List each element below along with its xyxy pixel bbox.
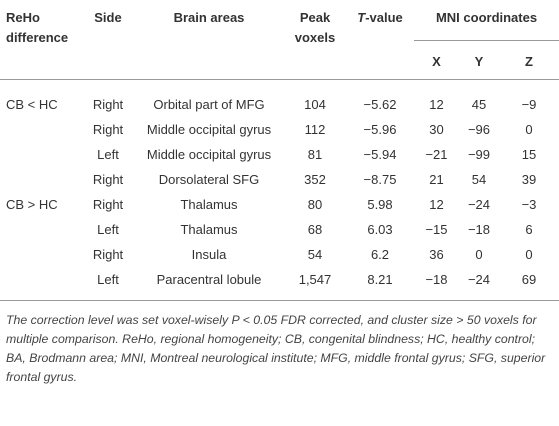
table-row: CB < HC Right Orbital part of MFG 104 −5.62 1…	[0, 80, 559, 118]
table-cell: 54	[307, 247, 323, 262]
header-cell: MNI coordinates	[414, 0, 559, 41]
table-cell: −18	[425, 272, 448, 287]
table-cell: 5.98	[367, 197, 393, 212]
table-cell: Thalamus	[180, 222, 238, 237]
table-cell: −9	[521, 97, 537, 112]
header-cell: Z	[525, 54, 533, 69]
table-cell: 6.2	[370, 247, 390, 262]
t-symbol: T	[357, 10, 366, 25]
table-body: CB < HC Right Orbital part of MFG 104 −5.62 1…	[0, 80, 559, 301]
table-cell: 0	[525, 247, 533, 262]
group-cell: CB < HC	[6, 97, 58, 112]
group-cell	[0, 267, 82, 301]
table-cell: 36	[429, 247, 444, 262]
table-cell: Insula	[191, 247, 227, 262]
table-cell: Middle occipital gyrus	[146, 147, 272, 162]
table-cell: −8.75	[363, 172, 397, 187]
table-row: Right Insula 54 6.2 36 0 0	[0, 242, 559, 267]
table-cell: 69	[521, 272, 537, 287]
table-cell: Left	[97, 222, 119, 237]
header-cell: ReHo difference	[6, 10, 69, 45]
table-cell: 104	[304, 97, 326, 112]
table-row: Left Thalamus 68 6.03 −15 −18 6	[0, 217, 559, 242]
results-table: ReHo difference Side Brain areas Peak vo…	[0, 0, 559, 301]
table-cell: −15	[425, 222, 448, 237]
table-cell: Left	[97, 147, 119, 162]
header-cell: Y	[474, 54, 484, 69]
table-row: Left Paracentral lobule 1,547 8.21 −18 −24 69	[0, 267, 559, 301]
table-cell: Right	[92, 97, 124, 112]
table-cell: −21	[425, 147, 448, 162]
group-cell	[0, 117, 82, 142]
table-cell: −24	[467, 272, 491, 287]
table-cell: 352	[304, 172, 326, 187]
group-cell: CB > HC	[6, 197, 58, 212]
header-cell: Peak voxels	[294, 10, 336, 45]
group-cell	[0, 142, 82, 167]
table-cell: −5.62	[363, 97, 397, 112]
table-cell: 54	[471, 172, 487, 187]
table-row: Right Dorsolateral SFG 352 −8.75 21 54 39	[0, 167, 559, 192]
footnote: The correction level was set voxel-wisel…	[6, 313, 546, 384]
header-cell: Brain areas	[173, 10, 245, 25]
table-cell: 12	[429, 197, 444, 212]
table-cell: −24	[467, 197, 491, 212]
table-cell: Right	[92, 247, 124, 262]
table-cell: Orbital part of MFG	[153, 97, 265, 112]
table-row: Left Middle occipital gyrus 81 −5.94 −21 −99 1…	[0, 142, 559, 167]
table-cell: 6.03	[367, 222, 393, 237]
table-cell: −99	[467, 147, 491, 162]
header-cell: X	[432, 54, 441, 69]
header-cell: Side	[94, 10, 122, 25]
table-cell: 12	[429, 97, 444, 112]
table-cell: Left	[97, 272, 119, 287]
table-cell: Middle occipital gyrus	[146, 122, 272, 137]
table-cell: Right	[92, 172, 124, 187]
table-cell: Paracentral lobule	[156, 272, 262, 287]
table-cell: 39	[521, 172, 537, 187]
table-cell: 6	[525, 222, 533, 237]
table-cell: 0	[525, 122, 533, 137]
table-cell: 45	[471, 97, 487, 112]
table-cell: 81	[307, 147, 323, 162]
table-cell: Right	[92, 197, 124, 212]
table-cell: −5.96	[363, 122, 397, 137]
table-cell: 8.21	[367, 272, 393, 287]
table-cell: 80	[307, 197, 323, 212]
t-suffix: -value	[365, 10, 403, 25]
table-row: CB > HC Right Thalamus 80 5.98 12 −24 −3	[0, 192, 559, 217]
table-cell: Dorsolateral SFG	[158, 172, 260, 187]
table-row: Right Middle occipital gyrus 112 −5.96 30 −96…	[0, 117, 559, 142]
table-cell: 112	[304, 122, 326, 137]
group-cell	[0, 242, 82, 267]
table-cell: 21	[429, 172, 444, 187]
table-cell: 30	[429, 122, 444, 137]
table-cell: Thalamus	[180, 197, 238, 212]
table-cell: −5.94	[363, 147, 397, 162]
table-cell: −96	[467, 122, 491, 137]
table-cell: 15	[521, 147, 537, 162]
table-cell: −18	[467, 222, 491, 237]
group-cell	[0, 167, 82, 192]
table-cell: 68	[307, 222, 323, 237]
header-cell: T-value	[346, 0, 414, 80]
table-cell: −3	[521, 197, 537, 212]
group-cell	[0, 217, 82, 242]
table-cell: 0	[475, 247, 483, 262]
table-cell: Right	[92, 122, 124, 137]
table-cell: 1,547	[298, 272, 332, 287]
